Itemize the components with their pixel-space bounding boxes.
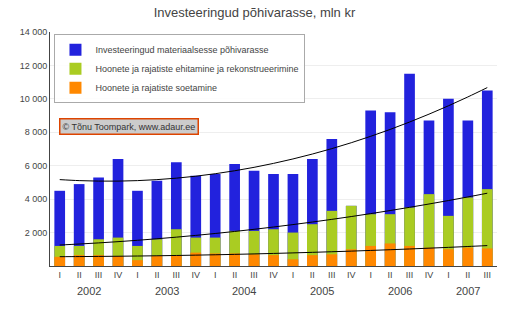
- svg-text:IV: IV: [114, 270, 123, 280]
- svg-text:IV: IV: [347, 270, 356, 280]
- svg-text:2 000: 2 000: [25, 228, 48, 238]
- svg-text:6 000: 6 000: [25, 161, 48, 171]
- svg-text:Investeeringud materiaalsesse: Investeeringud materiaalsesse põhivarass…: [95, 45, 268, 55]
- svg-text:IV: IV: [425, 270, 434, 280]
- svg-text:2002: 2002: [77, 285, 101, 297]
- svg-text:I: I: [447, 270, 450, 280]
- svg-text:2005: 2005: [310, 285, 334, 297]
- svg-text:8 000: 8 000: [25, 127, 48, 137]
- svg-text:12 000: 12 000: [20, 61, 48, 71]
- svg-text:2006: 2006: [388, 285, 412, 297]
- svg-text:10 000: 10 000: [20, 94, 48, 104]
- svg-text:I: I: [369, 270, 372, 280]
- svg-text:14 000: 14 000: [20, 27, 48, 37]
- svg-text:2003: 2003: [155, 285, 179, 297]
- svg-text:4 000: 4 000: [25, 194, 48, 204]
- svg-text:III: III: [95, 270, 103, 280]
- svg-text:IV: IV: [192, 270, 201, 280]
- svg-text:2004: 2004: [232, 285, 256, 297]
- svg-text:I: I: [136, 270, 139, 280]
- svg-text:Investeeringud põhivarasse, ml: Investeeringud põhivarasse, mln kr: [154, 5, 356, 20]
- svg-text:Hoonete ja rajatiste soetamine: Hoonete ja rajatiste soetamine: [95, 83, 217, 93]
- svg-text:II: II: [310, 270, 315, 280]
- svg-text:II: II: [388, 270, 393, 280]
- svg-text:© Tõnu Toompark, www.adaur.ee: © Tõnu Toompark, www.adaur.ee: [63, 122, 196, 132]
- svg-text:II: II: [154, 270, 159, 280]
- svg-text:III: III: [484, 270, 492, 280]
- svg-text:I: I: [214, 270, 217, 280]
- svg-text:II: II: [77, 270, 82, 280]
- svg-text:III: III: [173, 270, 181, 280]
- svg-text:2007: 2007: [456, 285, 480, 297]
- svg-text:III: III: [328, 270, 336, 280]
- svg-text:III: III: [406, 270, 414, 280]
- svg-text:Hoonete ja rajatiste ehitamine: Hoonete ja rajatiste ehitamine ja rekons…: [95, 64, 298, 74]
- svg-text:I: I: [58, 270, 61, 280]
- svg-text:II: II: [465, 270, 470, 280]
- svg-text:II: II: [232, 270, 237, 280]
- svg-text:I: I: [292, 270, 295, 280]
- svg-text:IV: IV: [269, 270, 278, 280]
- svg-text:III: III: [250, 270, 258, 280]
